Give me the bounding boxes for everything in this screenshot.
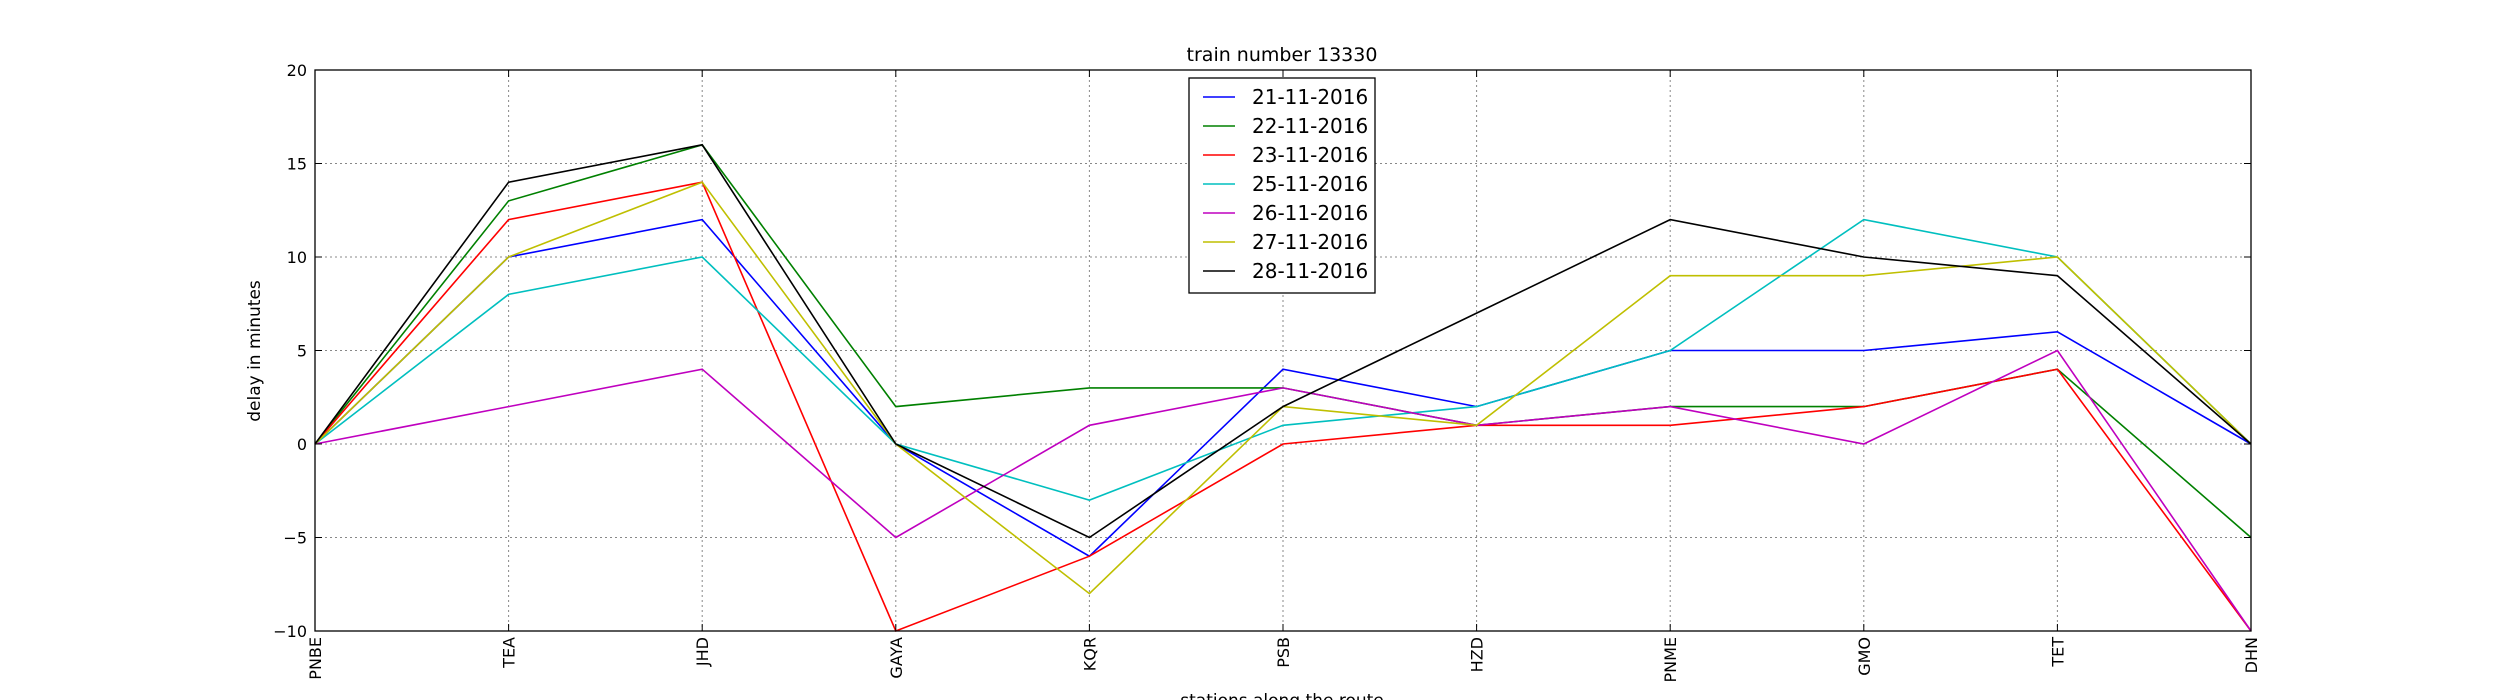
legend-label: 28-11-2016 [1252,259,1368,283]
legend-label: 21-11-2016 [1252,85,1368,109]
x-tick-label: HZD [1468,637,1487,672]
x-tick-label: GAYA [887,637,906,679]
series-line-28-11-2016 [314,143,2252,539]
x-tick-label: PNME [1661,637,1680,683]
y-tick-label: 20 [287,61,307,80]
legend-label: 22-11-2016 [1252,114,1368,138]
x-tick-label: JHD [693,637,712,667]
legend-box [1188,77,1376,294]
legend-label: 25-11-2016 [1252,172,1368,196]
x-tick-label: TET [2048,637,2067,668]
y-tick-label: −5 [283,529,307,548]
series-line-23-11-2016 [314,181,2252,633]
y-tick-label: 10 [287,248,307,267]
x-tick-label: GMO [1855,637,1874,676]
legend: 21-11-2016 22-11-2016 23-11-2016 25-11-2016… [1188,77,1376,294]
x-tick-label: TEA [500,637,519,669]
y-tick-label: 15 [287,155,307,174]
series-line-25-11-2016 [314,218,2252,501]
series-line-26-11-2016 [314,349,2252,632]
legend-label: 26-11-2016 [1252,201,1368,225]
axis-ticks: −10 −5 0 5 10 15 20 PNBE TEA JHD GAYA KQR PSB HZD PNME… [273,61,2261,683]
y-axis-label: delay in minutes [245,280,265,422]
y-tick-label: −10 [273,622,307,641]
legend-label: 23-11-2016 [1252,143,1368,167]
chart-title: train number 13330 [1187,44,1378,66]
x-tick-label: PSB [1274,637,1293,668]
x-tick-label: DHN [2242,637,2261,673]
y-tick-label: 5 [297,342,307,361]
y-tick-label: 0 [297,435,307,454]
x-tick-label: PNBE [306,637,325,680]
legend-label: 27-11-2016 [1252,230,1368,254]
x-axis-label: stations along the route [1180,691,1384,700]
series-lines [314,143,2252,633]
series-line-21-11-2016 [314,218,2252,558]
x-tick-label: KQR [1080,637,1099,671]
